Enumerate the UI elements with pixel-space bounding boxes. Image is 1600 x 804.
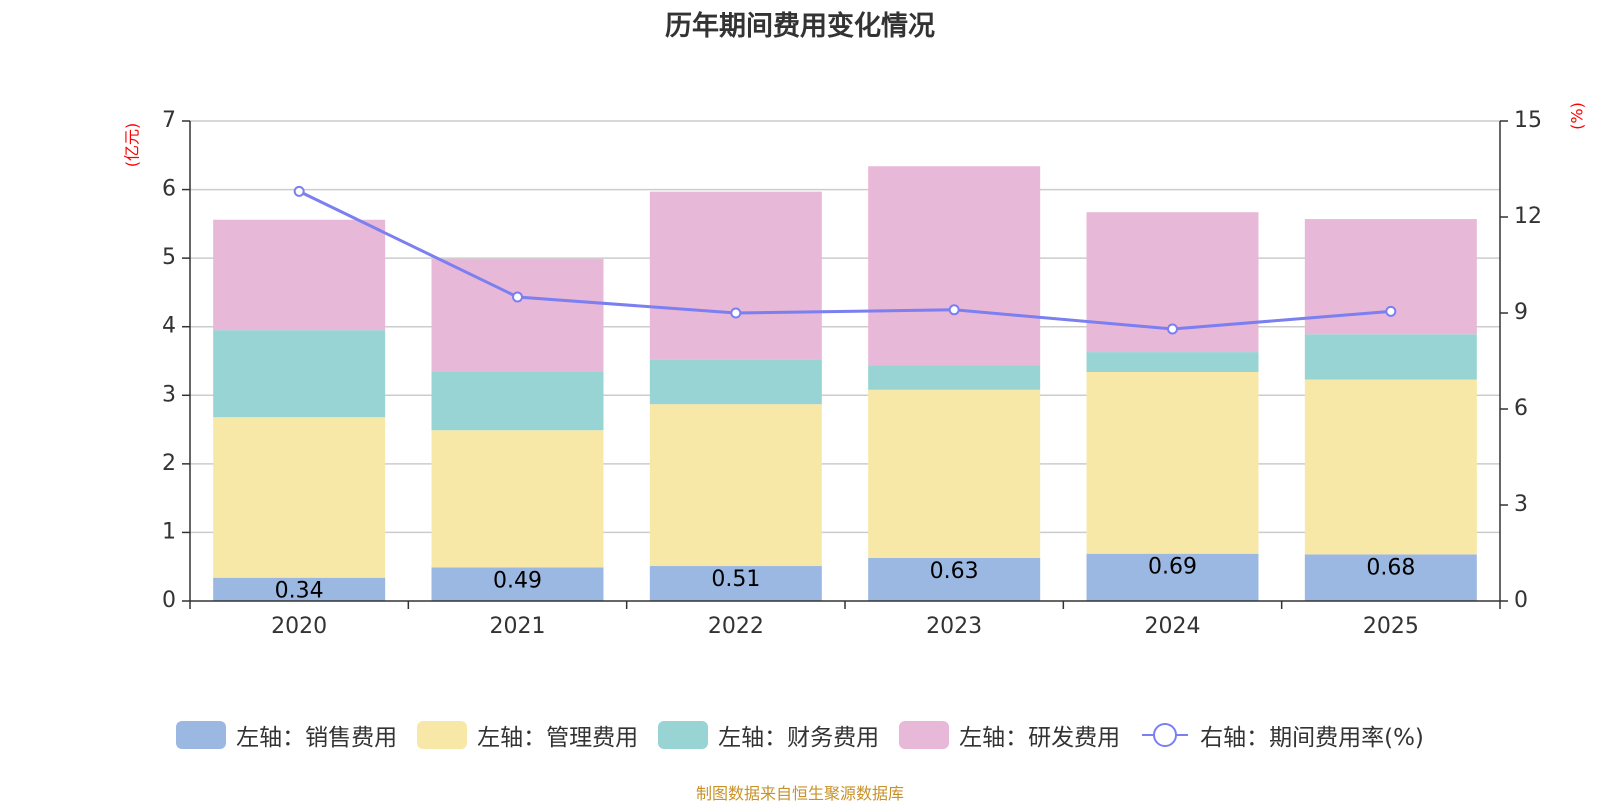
bar-segment-3 (649, 191, 822, 360)
left-axis-tick-label: 0 (162, 588, 176, 613)
left-axis-tick-label: 3 (162, 382, 176, 407)
rate-point (1167, 323, 1178, 335)
data-label: 0.63 (930, 559, 979, 584)
legend-swatch-admin (417, 721, 468, 749)
right-axis-tick-label: 15 (1514, 108, 1542, 133)
legend-item-rate[interactable]: 右轴：期间费用率(%) (1140, 718, 1424, 752)
bar-segment-1 (1304, 379, 1477, 555)
right-axis-tick-label: 3 (1514, 492, 1528, 517)
right-axis-tick-label: 0 (1514, 588, 1528, 613)
left-axis-tick-label: 4 (162, 314, 176, 339)
right-axis-tick-label: 12 (1514, 204, 1542, 229)
rate-line (293, 185, 1397, 335)
x-axis-tick-label: 2024 (1145, 614, 1201, 639)
legend-item-rnd[interactable]: 左轴：研发费用 (899, 718, 1120, 752)
left-axis-tick-label: 5 (162, 245, 176, 270)
legend-item-admin[interactable]: 左轴：管理费用 (417, 718, 638, 752)
bar-segment-2 (1086, 352, 1259, 372)
x-axis-tick-label: 2021 (490, 614, 546, 639)
rate-point (512, 291, 523, 303)
bar-segment-0 (649, 566, 822, 601)
gridlines (190, 120, 1500, 534)
legend-swatch-finance (658, 721, 709, 749)
legend-swatch-rnd (899, 721, 950, 749)
data-label: 0.49 (493, 568, 542, 593)
rate-line-path (298, 190, 1391, 331)
x-axis-tick-label: 2025 (1363, 614, 1419, 639)
data-label: 0.68 (1366, 555, 1415, 580)
rate-point (1385, 305, 1397, 317)
chart-title: 历年期间费用变化情况 (665, 11, 935, 42)
bars (213, 166, 1477, 601)
left-axis-unit: (亿元) (123, 123, 142, 168)
data-label: 0.51 (711, 567, 760, 592)
x-axis-tick-label: 2022 (708, 614, 764, 639)
left-axis-tick-label: 6 (162, 177, 176, 202)
bar-segment-0 (1304, 554, 1477, 601)
bar-segment-2 (213, 330, 386, 418)
left-axis-tick-label: 1 (162, 519, 176, 544)
x-axis-tick-label: 2020 (271, 614, 327, 639)
rate-point (730, 307, 742, 319)
bar-segment-2 (868, 365, 1041, 390)
data-labels: 0.34 0.49 0.51 0.63 0.69 0.68 (275, 555, 1416, 604)
bar-segment-1 (431, 430, 604, 568)
bar-segment-0 (1086, 553, 1259, 601)
rate-point (948, 304, 960, 316)
bar-segment-2 (1304, 334, 1477, 380)
bar-segment-1 (649, 404, 822, 567)
legend-item-sales[interactable]: 左轴：销售费用 (176, 718, 397, 752)
x-axis-tick-label: 2023 (926, 614, 982, 639)
legend-swatch-rate (1142, 723, 1189, 747)
bar-segment-2 (649, 359, 822, 405)
bar-segment-3 (431, 258, 604, 372)
bar-segment-0 (868, 557, 1041, 601)
legend-label-rate: 右轴：期间费用率(%) (1200, 725, 1424, 751)
source-note: 制图数据来自恒生聚源数据库 (695, 784, 904, 803)
left-axis-tick-label: 2 (162, 451, 176, 476)
bar-segment-1 (1086, 371, 1259, 554)
bar-segment-2 (431, 371, 604, 431)
bar-segment-3 (868, 166, 1041, 366)
legend-item-finance[interactable]: 左轴：财务费用 (658, 718, 879, 752)
rate-point (293, 185, 305, 197)
data-label: 0.34 (275, 579, 324, 604)
bar-segment-0 (213, 577, 386, 601)
legend-label-rnd: 左轴：研发费用 (959, 725, 1121, 751)
legend-label-admin: 左轴：管理费用 (477, 725, 639, 751)
legend-label-finance: 左轴：财务费用 (718, 725, 880, 751)
data-label: 0.69 (1148, 555, 1197, 580)
legend-swatch-sales (176, 721, 227, 749)
right-axis-tick-label: 6 (1514, 396, 1528, 421)
left-axis-tick-label: 7 (162, 108, 176, 133)
bar-segment-3 (213, 219, 386, 331)
right-axis-tick-label: 9 (1514, 300, 1528, 325)
bar-segment-0 (431, 567, 604, 601)
right-axis-unit: (%) (1568, 102, 1587, 130)
bar-segment-1 (213, 417, 386, 578)
legend: 左轴：销售费用 左轴：管理费用 左轴：财务费用 左轴：研发费用 右轴：期间费用率… (0, 718, 1600, 752)
legend-label-sales: 左轴：销售费用 (236, 725, 398, 751)
bar-segment-1 (868, 389, 1041, 558)
